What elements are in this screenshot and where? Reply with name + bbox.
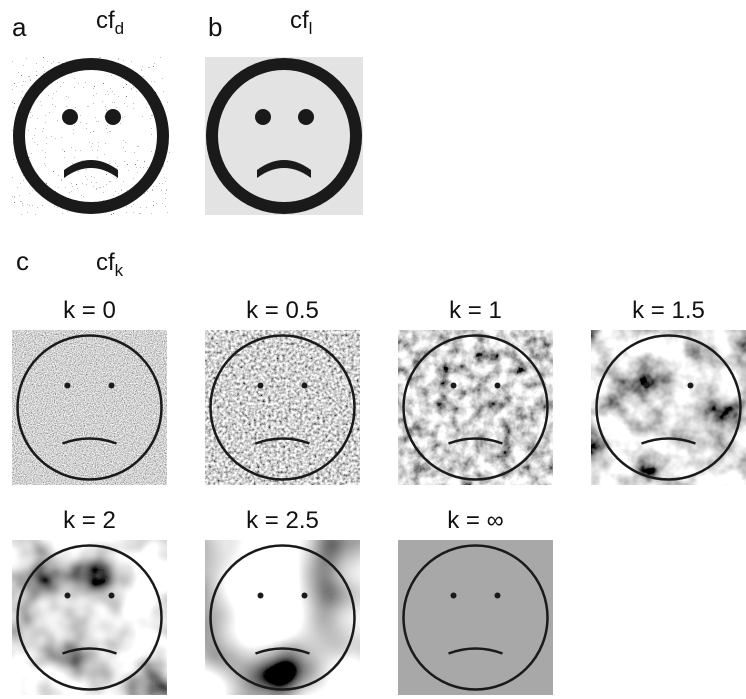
figure: a cfd b cfl c cfk k = 0k = 0.5k = 1k = 1…	[0, 0, 746, 699]
face-image	[12, 330, 167, 485]
eye	[688, 383, 694, 389]
image-label: k = 2.5	[246, 507, 319, 534]
title-base: cf	[290, 7, 309, 34]
face-image	[205, 330, 360, 485]
eye	[109, 593, 115, 599]
face-image	[205, 57, 363, 215]
panel-label: c	[16, 246, 29, 276]
noise	[591, 330, 746, 485]
face-image	[12, 540, 167, 695]
eye	[65, 593, 71, 599]
eye	[451, 593, 457, 599]
panel-label: b	[208, 12, 222, 42]
panel-title: cfl	[290, 7, 312, 38]
panel-title: cfk	[96, 249, 124, 280]
title-base: cf	[96, 7, 115, 34]
eye	[495, 593, 501, 599]
noise	[12, 330, 167, 485]
image-grid: k = 0 k = 0.5 k = 1 k = 1.5 k = 2 k = 2.5 k = …	[12, 297, 746, 695]
eye	[451, 383, 457, 389]
noise	[205, 330, 360, 485]
title-sub: l	[309, 19, 313, 38]
noise	[398, 330, 553, 485]
image-label: k = 1.5	[632, 297, 705, 324]
eye	[258, 593, 264, 599]
eye	[302, 593, 308, 599]
title-sub: k	[115, 261, 124, 280]
face-image	[12, 57, 170, 215]
title-sub: d	[115, 19, 124, 38]
face-image	[398, 540, 553, 695]
image-label: k = ∞	[447, 507, 503, 534]
eye	[644, 383, 650, 389]
noise	[205, 540, 360, 695]
eye	[302, 383, 308, 389]
face-image	[591, 330, 746, 485]
eye	[65, 383, 71, 389]
title-base: cf	[96, 249, 115, 276]
image-label: k = 1	[449, 297, 502, 324]
panel-title: cfd	[96, 7, 124, 38]
image-label: k = 0	[63, 297, 116, 324]
image-label: k = 0.5	[246, 297, 319, 324]
eye	[495, 383, 501, 389]
image-label: k = 2	[63, 507, 116, 534]
eye	[109, 383, 115, 389]
eye	[258, 383, 264, 389]
background	[398, 540, 553, 695]
face-image	[398, 330, 553, 485]
panel-label: a	[12, 12, 27, 42]
noise	[12, 540, 167, 695]
face-image	[205, 540, 360, 695]
